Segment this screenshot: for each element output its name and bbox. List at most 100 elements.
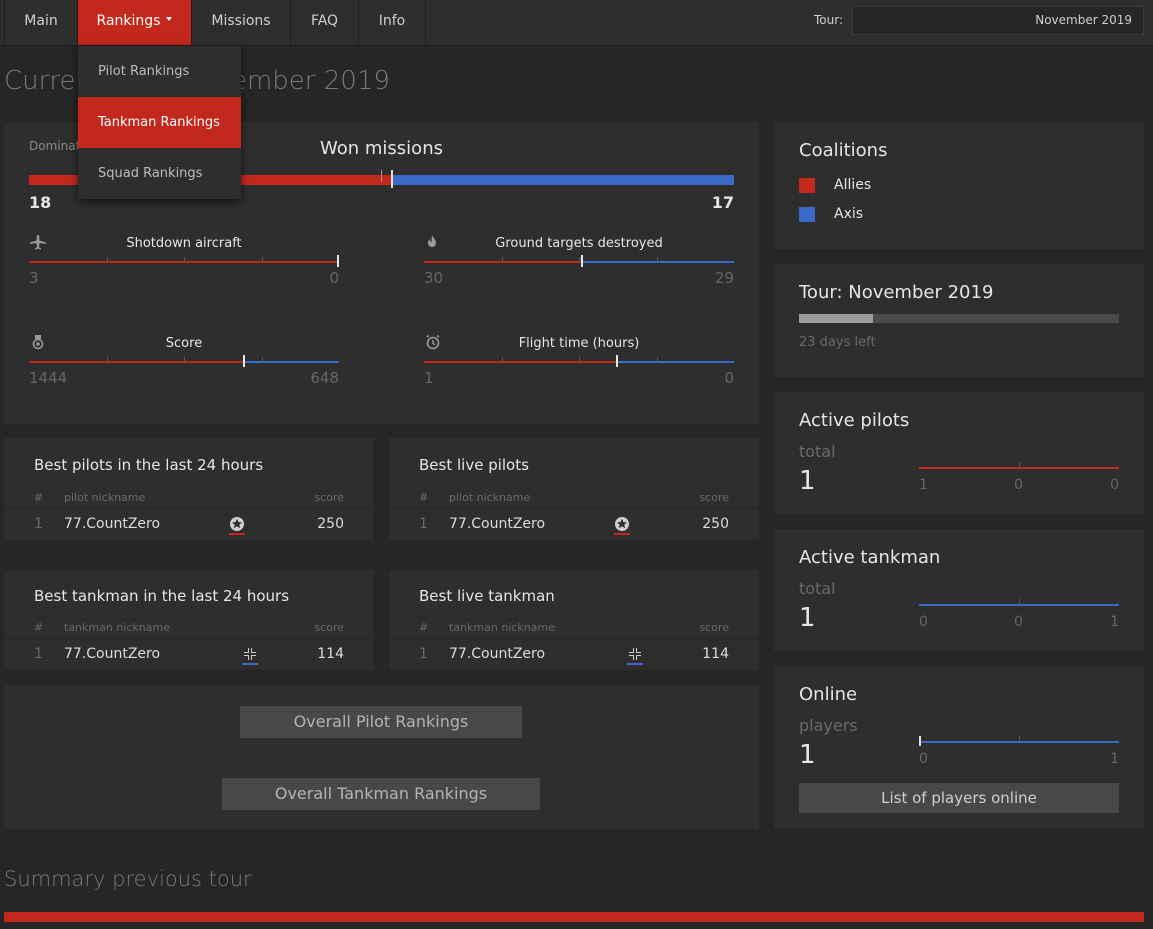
bar-center-tick: [381, 170, 382, 182]
bar-split-marker: [391, 170, 393, 188]
active-pilots-title: Active pilots: [799, 410, 910, 431]
mini-value-left: 0: [919, 614, 928, 630]
stat-tick: [262, 357, 263, 363]
nav-info[interactable]: Info: [359, 0, 426, 45]
stat-tick: [502, 257, 503, 263]
overall-pilot-rankings-button[interactable]: Overall Pilot Rankings: [240, 706, 522, 738]
stat-split-marker: [616, 355, 618, 367]
stat-label: Score: [165, 336, 203, 351]
col-rank: #: [419, 621, 429, 634]
table-row[interactable]: 1 77.CountZero 250: [4, 510, 374, 540]
allies-star-icon: [614, 516, 630, 535]
table-header: # pilot nickname score: [389, 487, 759, 509]
table-header: # tankman nickname score: [4, 617, 374, 639]
stat-shotdown-aircraft: Shotdown aircraft 3 0: [29, 234, 339, 294]
stat-axis-segment: [243, 361, 339, 363]
col-score: score: [699, 621, 729, 634]
axis-swatch: [799, 207, 815, 222]
row-score: 250: [317, 516, 344, 532]
stat-right-value: 0: [329, 269, 339, 287]
row-nickname[interactable]: 77.CountZero: [64, 646, 161, 662]
nav-missions[interactable]: Missions: [192, 0, 291, 45]
stat-flight-time: Flight time (hours) 1 0: [424, 334, 734, 394]
row-score: 114: [702, 646, 729, 662]
stat-label: Ground targets destroyed: [495, 236, 663, 251]
dropdown-pilot-rankings[interactable]: Pilot Rankings: [98, 64, 190, 79]
active-pilots-sub: total: [799, 442, 836, 461]
mini-value-left: 0: [919, 751, 928, 767]
active-tankman-panel: Active tankman total 1 0 0 1: [774, 529, 1144, 651]
axis-underline: [627, 663, 643, 665]
coalitions-title: Coalitions: [799, 140, 888, 161]
nav-rankings[interactable]: Rankings: [78, 0, 192, 45]
stat-allies-segment: [29, 361, 243, 363]
nav-main[interactable]: Main: [4, 0, 78, 45]
online-title: Online: [799, 684, 858, 705]
row-nickname[interactable]: 77.CountZero: [64, 516, 161, 532]
table-title: Best pilots in the last 24 hours: [34, 456, 264, 474]
stat-axis-segment: [616, 361, 734, 363]
row-score: 250: [702, 516, 729, 532]
online-panel: Online players 1 0 1 List of players onl…: [774, 666, 1144, 828]
mini-tick: [1019, 736, 1020, 742]
active-tankman-mini-chart: 0 0 1: [919, 599, 1119, 644]
active-pilots-panel: Active pilots total 1 1 0 0: [774, 392, 1144, 514]
dropdown-squad-rankings[interactable]: Squad Rankings: [98, 166, 203, 181]
legend-label: Axis: [834, 206, 864, 222]
list-players-online-button[interactable]: List of players online: [799, 783, 1119, 813]
table-row[interactable]: 1 77.CountZero 114: [4, 640, 374, 670]
active-pilots-mini-chart: 1 0 0: [919, 462, 1119, 507]
stat-label: Shotdown aircraft: [126, 236, 242, 251]
active-tankman-sub: total: [799, 579, 836, 598]
stat-tick: [579, 357, 580, 363]
stat-tick: [107, 357, 108, 363]
mini-value-left: 1: [919, 477, 928, 493]
col-rank: #: [419, 491, 429, 504]
nav-rankings-label: Rankings: [96, 13, 161, 29]
dropdown-tankman-rankings[interactable]: Tankman Rankings: [78, 97, 241, 148]
stat-line: [29, 355, 339, 367]
table-best-pilots-24h: Best pilots in the last 24 hours # pilot…: [4, 438, 374, 540]
stat-tick: [657, 357, 658, 363]
coalitions-panel: Coalitions Allies Axis: [774, 122, 1144, 249]
row-nickname[interactable]: 77.CountZero: [449, 516, 546, 532]
table-best-live-tankman: Best live tankman # tankman nickname sco…: [389, 570, 759, 670]
mini-value-right: 0: [1110, 477, 1119, 493]
table-row[interactable]: 1 77.CountZero 250: [389, 510, 759, 540]
allies-won-count: 18: [29, 193, 52, 212]
tour-progress-bar: [799, 314, 1119, 323]
clock-icon: [424, 334, 442, 350]
axis-cross-icon: [242, 646, 258, 665]
overall-tankman-rankings-button[interactable]: Overall Tankman Rankings: [222, 778, 540, 810]
allies-star-icon: [229, 516, 245, 535]
row-rank: 1: [419, 516, 428, 532]
mini-line: [919, 741, 1119, 743]
nav-faq[interactable]: FAQ: [291, 0, 359, 45]
caret-down-icon: [166, 17, 173, 21]
mini-tick: [1019, 599, 1020, 605]
stat-line: [424, 355, 734, 367]
stat-left-value: 30: [424, 269, 444, 287]
table-row[interactable]: 1 77.CountZero 114: [389, 640, 759, 670]
axis-won-count: 17: [711, 193, 734, 212]
stat-line: [424, 255, 734, 267]
mini-value-right: 1: [1110, 614, 1119, 630]
axis-underline: [242, 663, 258, 665]
mini-handle: [919, 736, 921, 746]
stat-right-value: 648: [310, 369, 339, 387]
col-rank: #: [34, 621, 44, 634]
col-nickname: tankman nickname: [449, 621, 555, 634]
row-nickname[interactable]: 77.CountZero: [449, 646, 546, 662]
active-pilots-count: 1: [799, 466, 816, 496]
stat-label: Flight time (hours): [518, 336, 640, 351]
col-nickname: pilot nickname: [64, 491, 146, 504]
active-tankman-title: Active tankman: [799, 547, 941, 568]
days-left: 23 days left: [799, 335, 876, 350]
stat-tick: [107, 257, 108, 263]
stat-tick: [502, 357, 503, 363]
tour-progress-fill: [799, 314, 873, 323]
stat-right-value: 29: [714, 269, 734, 287]
mini-value-mid: 0: [1014, 614, 1023, 630]
stat-ground-targets: Ground targets destroyed 30 29: [424, 234, 734, 294]
tour-select[interactable]: November 2019: [852, 6, 1144, 35]
